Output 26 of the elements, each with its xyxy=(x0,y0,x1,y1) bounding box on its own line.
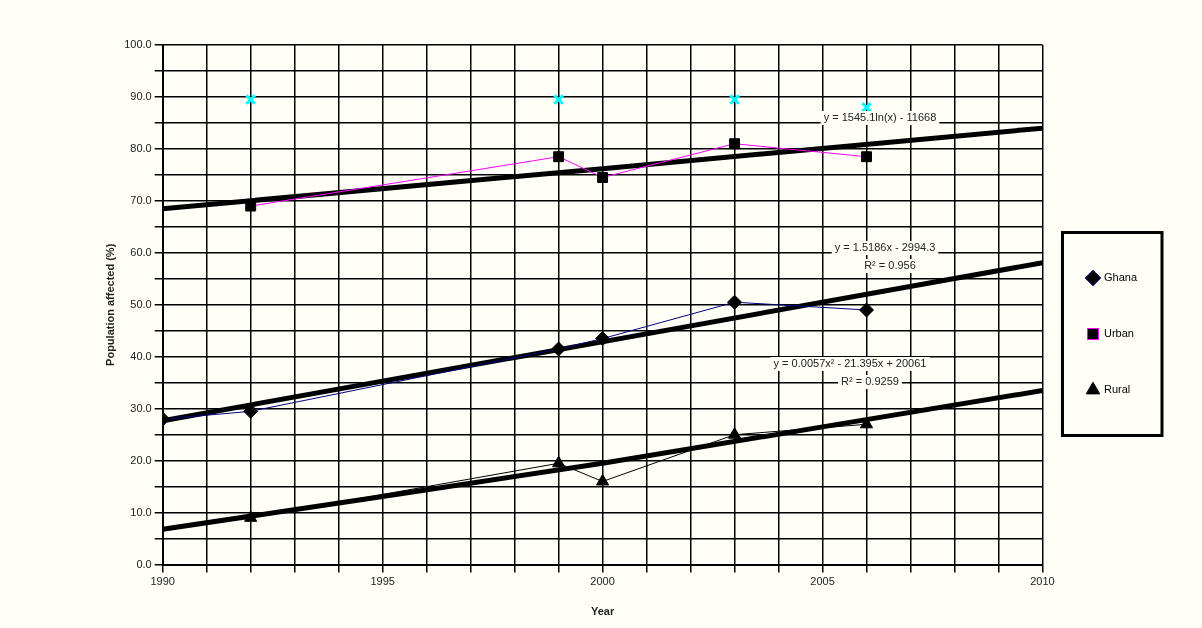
x-tick-label: 2000 xyxy=(590,575,615,588)
y-tick-label: 60.0 xyxy=(130,245,152,258)
annotation: y = 0.0057x² - 21.395x + 20061 xyxy=(773,357,927,370)
y-axis-title: Population affected (%) xyxy=(103,243,116,366)
y-tick-label: 50.0 xyxy=(130,297,152,310)
x-tick-label: 2010 xyxy=(1030,575,1055,588)
annotation: R² = 0.9259 xyxy=(841,375,899,388)
y-tick-label: 80.0 xyxy=(130,141,152,154)
y-tick-label: 10.0 xyxy=(130,505,152,518)
x-tick-label: 2005 xyxy=(810,575,835,588)
y-tick-label: 100.0 xyxy=(124,38,152,51)
legend-label: Ghana xyxy=(1103,271,1138,284)
y-tick-label: 90.0 xyxy=(130,89,152,102)
y-tick-label: 0.0 xyxy=(136,557,152,570)
x-axis-title: Year xyxy=(590,605,615,618)
y-tick-label: 70.0 xyxy=(130,193,152,206)
legend-label: Urban xyxy=(1103,327,1134,340)
legend-label: Rural xyxy=(1103,383,1131,396)
x-tick-label: 1990 xyxy=(150,575,175,588)
x-tick-label: 1995 xyxy=(370,575,395,588)
y-tick-label: 40.0 xyxy=(130,349,152,362)
annotation: R² = 0.956 xyxy=(864,259,916,272)
annotation: y = 1.5186x - 2994.3 xyxy=(834,241,936,254)
y-tick-label: 20.0 xyxy=(130,453,152,466)
y-tick-label: 30.0 xyxy=(130,401,152,414)
annotation: y = 1545.1ln(x) - 11668 xyxy=(823,111,937,124)
